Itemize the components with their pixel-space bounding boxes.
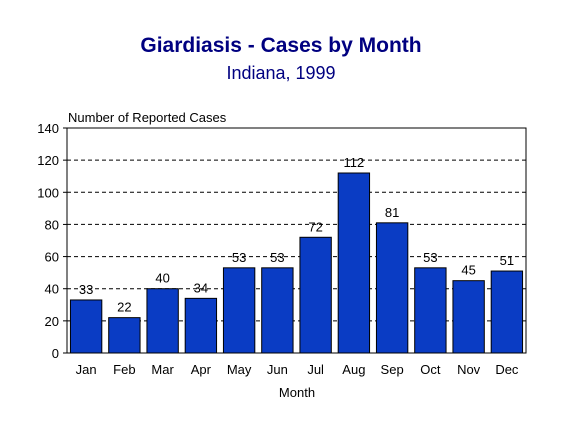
y-tick-label: 40 <box>45 282 59 297</box>
x-tick-label: Apr <box>191 362 212 377</box>
bar-dec <box>490 270 524 354</box>
y-tick-label: 100 <box>37 185 59 200</box>
bar-jul <box>299 236 332 354</box>
y-tick-label: 120 <box>37 153 59 168</box>
data-label: 40 <box>155 271 169 286</box>
y-axis-label: Number of Reported Cases <box>68 110 227 125</box>
x-tick-label: Jan <box>76 362 97 377</box>
data-label: 53 <box>232 250 246 265</box>
y-tick-label: 0 <box>52 346 59 361</box>
y-tick-labels: 0 20 40 60 80 100 120 140 <box>37 121 67 361</box>
x-tick-label: Dec <box>495 362 519 377</box>
x-tick-label: Jun <box>267 362 288 377</box>
data-label: 51 <box>500 253 514 268</box>
x-tick-label: Mar <box>151 362 174 377</box>
bar-mar <box>146 288 179 354</box>
x-tick-label: May <box>227 362 252 377</box>
y-tick-label: 140 <box>37 121 59 136</box>
bar-feb <box>108 317 141 354</box>
bars <box>69 172 524 354</box>
data-label: 53 <box>270 250 284 265</box>
y-tick-label: 80 <box>45 217 59 232</box>
data-label: 53 <box>423 250 437 265</box>
bar-aug <box>337 172 371 354</box>
bar-apr <box>184 297 218 354</box>
bar-nov <box>452 280 485 354</box>
x-tick-label: Oct <box>420 362 441 377</box>
data-label: 33 <box>79 282 93 297</box>
x-tick-label: Nov <box>457 362 481 377</box>
x-tick-labels: Jan Feb Mar Apr May Jun Jul Aug Sep Oct Nov Dec <box>76 362 519 377</box>
y-tick-label: 20 <box>45 314 59 329</box>
x-tick-label: Jul <box>307 362 324 377</box>
data-label: 22 <box>117 300 131 315</box>
chart-subtitle: Indiana, 1999 <box>226 63 335 83</box>
y-tick-label: 60 <box>45 250 59 265</box>
data-label: 45 <box>461 263 475 278</box>
bar-oct <box>414 267 447 354</box>
data-label: 81 <box>385 205 399 220</box>
data-label: 72 <box>308 219 322 234</box>
data-label: 112 <box>344 155 365 170</box>
bar-sep <box>375 222 409 354</box>
bar-jan <box>69 299 103 354</box>
plot-area-frame <box>66 127 527 354</box>
x-tick-label: Aug <box>342 362 365 377</box>
data-label: 34 <box>194 280 208 295</box>
data-labels: 33 22 40 34 53 53 72 112 81 53 45 51 <box>79 155 514 315</box>
bar-may <box>222 267 256 354</box>
x-tick-label: Feb <box>113 362 135 377</box>
x-axis-label: Month <box>279 385 315 400</box>
x-tick-label: Sep <box>381 362 404 377</box>
chart-title: Giardiasis - Cases by Month <box>140 34 421 57</box>
bar-jun <box>261 267 294 354</box>
